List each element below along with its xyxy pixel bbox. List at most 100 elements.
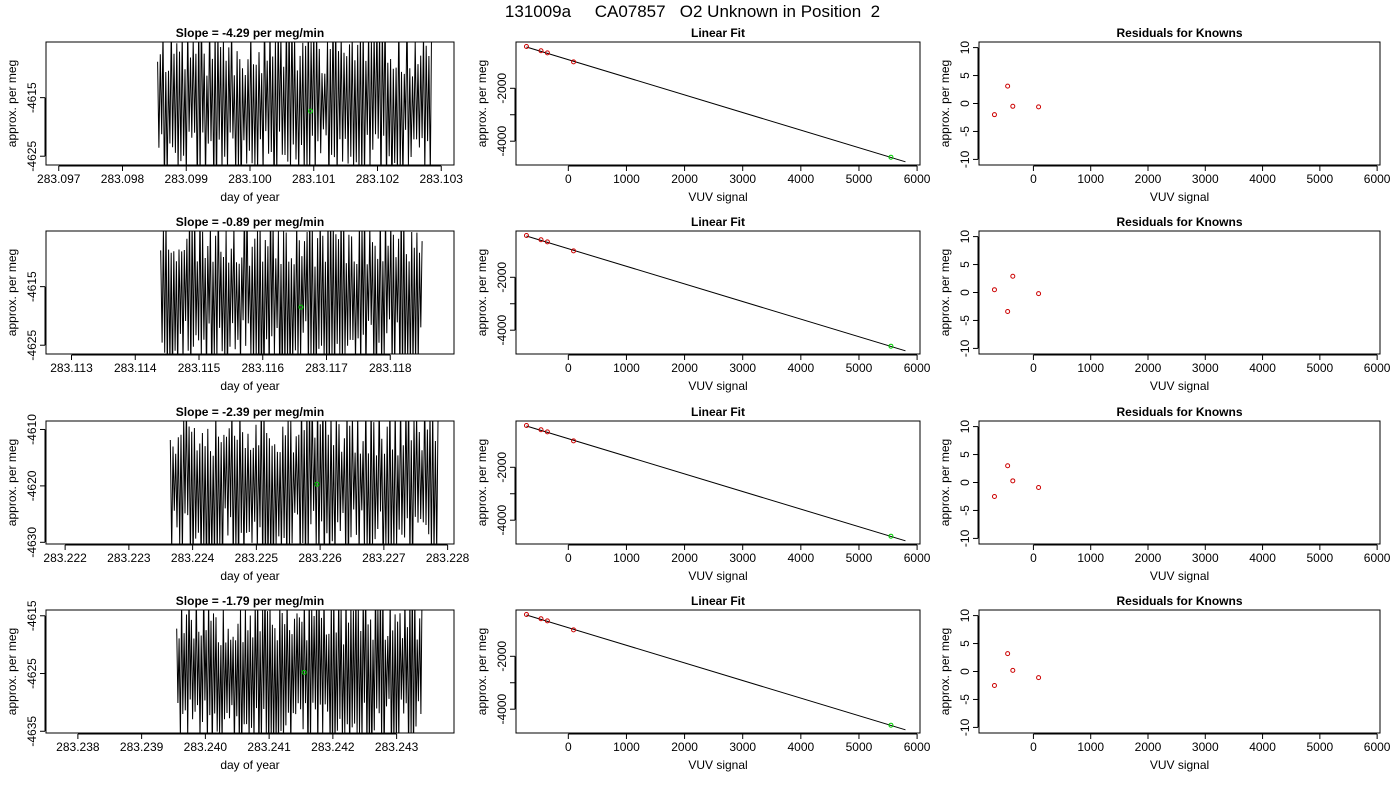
x-axis-label: VUV signal [688, 758, 747, 772]
x-tick-label: 283.117 [305, 361, 348, 375]
y-axis-label: approx. per meg [938, 249, 952, 336]
x-tick-label: 5000 [846, 740, 873, 754]
residual-point [991, 287, 997, 293]
residual-point [1010, 667, 1016, 673]
x-tick-label: 5000 [1306, 172, 1333, 186]
x-tick-label: 0 [565, 361, 572, 375]
x-tick-label: 283.224 [171, 551, 215, 565]
x-tick-label: 2000 [1135, 551, 1162, 565]
x-tick-label: 3000 [1192, 740, 1219, 754]
panel-linear-fit-row-3: Linear Fit 0 1000 2000 3000 4000 5000 6000 VUV s… [475, 405, 931, 583]
residual-point [1005, 309, 1011, 315]
x-tick-label: 283.100 [228, 172, 272, 186]
y-tick-label: -5 [958, 315, 972, 326]
x-tick-label: 283.241 [247, 740, 291, 754]
data-layer [160, 231, 423, 354]
x-tick-label: 283.114 [114, 361, 157, 375]
x-tick-label: 283.223 [107, 551, 151, 565]
y-tick-label: -4000 [495, 315, 509, 346]
plot-frame [978, 609, 1381, 734]
x-tick-label: 2000 [1135, 361, 1162, 375]
y-tick-label: -4610 [25, 414, 39, 445]
x-tick-label: 283.226 [298, 551, 342, 565]
panel-title: Linear Fit [691, 26, 745, 40]
y-tick-label: 0 [958, 479, 972, 486]
residual-point [1036, 485, 1042, 491]
x-tick-label: 283.228 [426, 551, 470, 565]
known-point [544, 429, 550, 435]
panel-title: Residuals for Knowns [1116, 215, 1242, 229]
unknown-point [888, 533, 894, 539]
panel-residuals-row-4: Residuals for Knowns 0 1000 2000 3000 4000 500… [938, 594, 1391, 772]
x-tick-label: 2000 [1135, 740, 1162, 754]
x-tick-label: 6000 [904, 361, 931, 375]
known-point [571, 59, 577, 65]
residual-point [991, 112, 997, 118]
y-tick-label: 5 [958, 640, 972, 647]
y-tick-label: -4625 [25, 658, 39, 689]
y-tick-label: -5 [958, 505, 972, 516]
panel-residuals-row-1: Residuals for Knowns 0 1000 2000 3000 4000 500… [938, 26, 1391, 204]
y-tick-label: 0 [958, 668, 972, 675]
y-tick-label: -4000 [495, 126, 509, 157]
x-tick-label: 5000 [1306, 361, 1333, 375]
x-tick-label: 4000 [787, 172, 814, 186]
known-point [571, 248, 577, 254]
x-tick-label: 283.243 [375, 740, 419, 754]
residual-point [1005, 83, 1011, 89]
x-tick-label: 3000 [729, 740, 756, 754]
x-tick-label: 3000 [729, 551, 756, 565]
x-tick-label: 5000 [846, 361, 873, 375]
residual-point [991, 493, 997, 499]
y-tick-label: 0 [958, 289, 972, 296]
x-tick-label: 1000 [613, 740, 640, 754]
x-tick-label: 6000 [904, 740, 931, 754]
x-axis-label: day of year [220, 758, 279, 772]
y-tick-label: -4615 [25, 600, 39, 631]
x-tick-label: 283.098 [101, 172, 145, 186]
x-tick-label: 4000 [1249, 740, 1276, 754]
x-tick-label: 283.242 [311, 740, 355, 754]
y-axis-label: approx. per meg [475, 60, 489, 147]
x-tick-label: 1000 [1077, 361, 1104, 375]
data-layer [157, 42, 432, 165]
known-point [538, 616, 544, 622]
data-layer [991, 83, 1042, 118]
y-axis-label: approx. per meg [938, 60, 952, 147]
y-tick-label: -10 [958, 718, 972, 736]
panel-linear-fit-row-2: Linear Fit 0 1000 2000 3000 4000 5000 6000 VUV s… [475, 215, 931, 393]
panel-time-series-row-4: Slope = -1.79 per meg/min 283.238 283.239 2… [5, 594, 455, 772]
unknown-point [888, 343, 894, 349]
panel-time-series-row-2: Slope = -0.89 per meg/min 283.113 283.114 2… [5, 215, 455, 393]
x-axis-label: VUV signal [688, 569, 747, 583]
plot-frame [515, 609, 921, 734]
panel-residuals-row-3: Residuals for Knowns 0 1000 2000 3000 4000 500… [938, 405, 1391, 583]
x-axis-label: VUV signal [1150, 379, 1209, 393]
x-axis-label: day of year [220, 569, 279, 583]
plot-frame [515, 41, 921, 166]
x-axis-label: VUV signal [688, 190, 747, 204]
x-tick-label: 1000 [1077, 172, 1104, 186]
x-tick-label: 4000 [787, 551, 814, 565]
x-tick-label: 283.116 [242, 361, 285, 375]
residual-point [1036, 104, 1042, 110]
x-tick-label: 4000 [1249, 551, 1276, 565]
plot-frame [45, 230, 455, 355]
known-point [523, 611, 529, 617]
panel-linear-fit-row-1: Linear Fit 0 1000 2000 3000 4000 5000 6000 VUV s… [475, 26, 931, 204]
y-tick-label: -4620 [25, 470, 39, 501]
panel-time-series-row-3: Slope = -2.39 per meg/min 283.222 283.223 2… [5, 405, 470, 583]
known-point [571, 438, 577, 444]
y-axis-label: approx. per meg [5, 628, 19, 715]
x-tick-label: 6000 [904, 172, 931, 186]
x-axis-label: VUV signal [688, 379, 747, 393]
residual-point [1036, 675, 1042, 681]
known-point [538, 48, 544, 54]
y-tick-label: -4000 [495, 694, 509, 725]
y-axis-label: approx. per meg [475, 628, 489, 715]
known-point [544, 239, 550, 245]
x-tick-label: 6000 [904, 551, 931, 565]
data-layer [991, 651, 1042, 688]
x-tick-label: 5000 [1306, 551, 1333, 565]
y-axis-label: approx. per meg [5, 439, 19, 526]
